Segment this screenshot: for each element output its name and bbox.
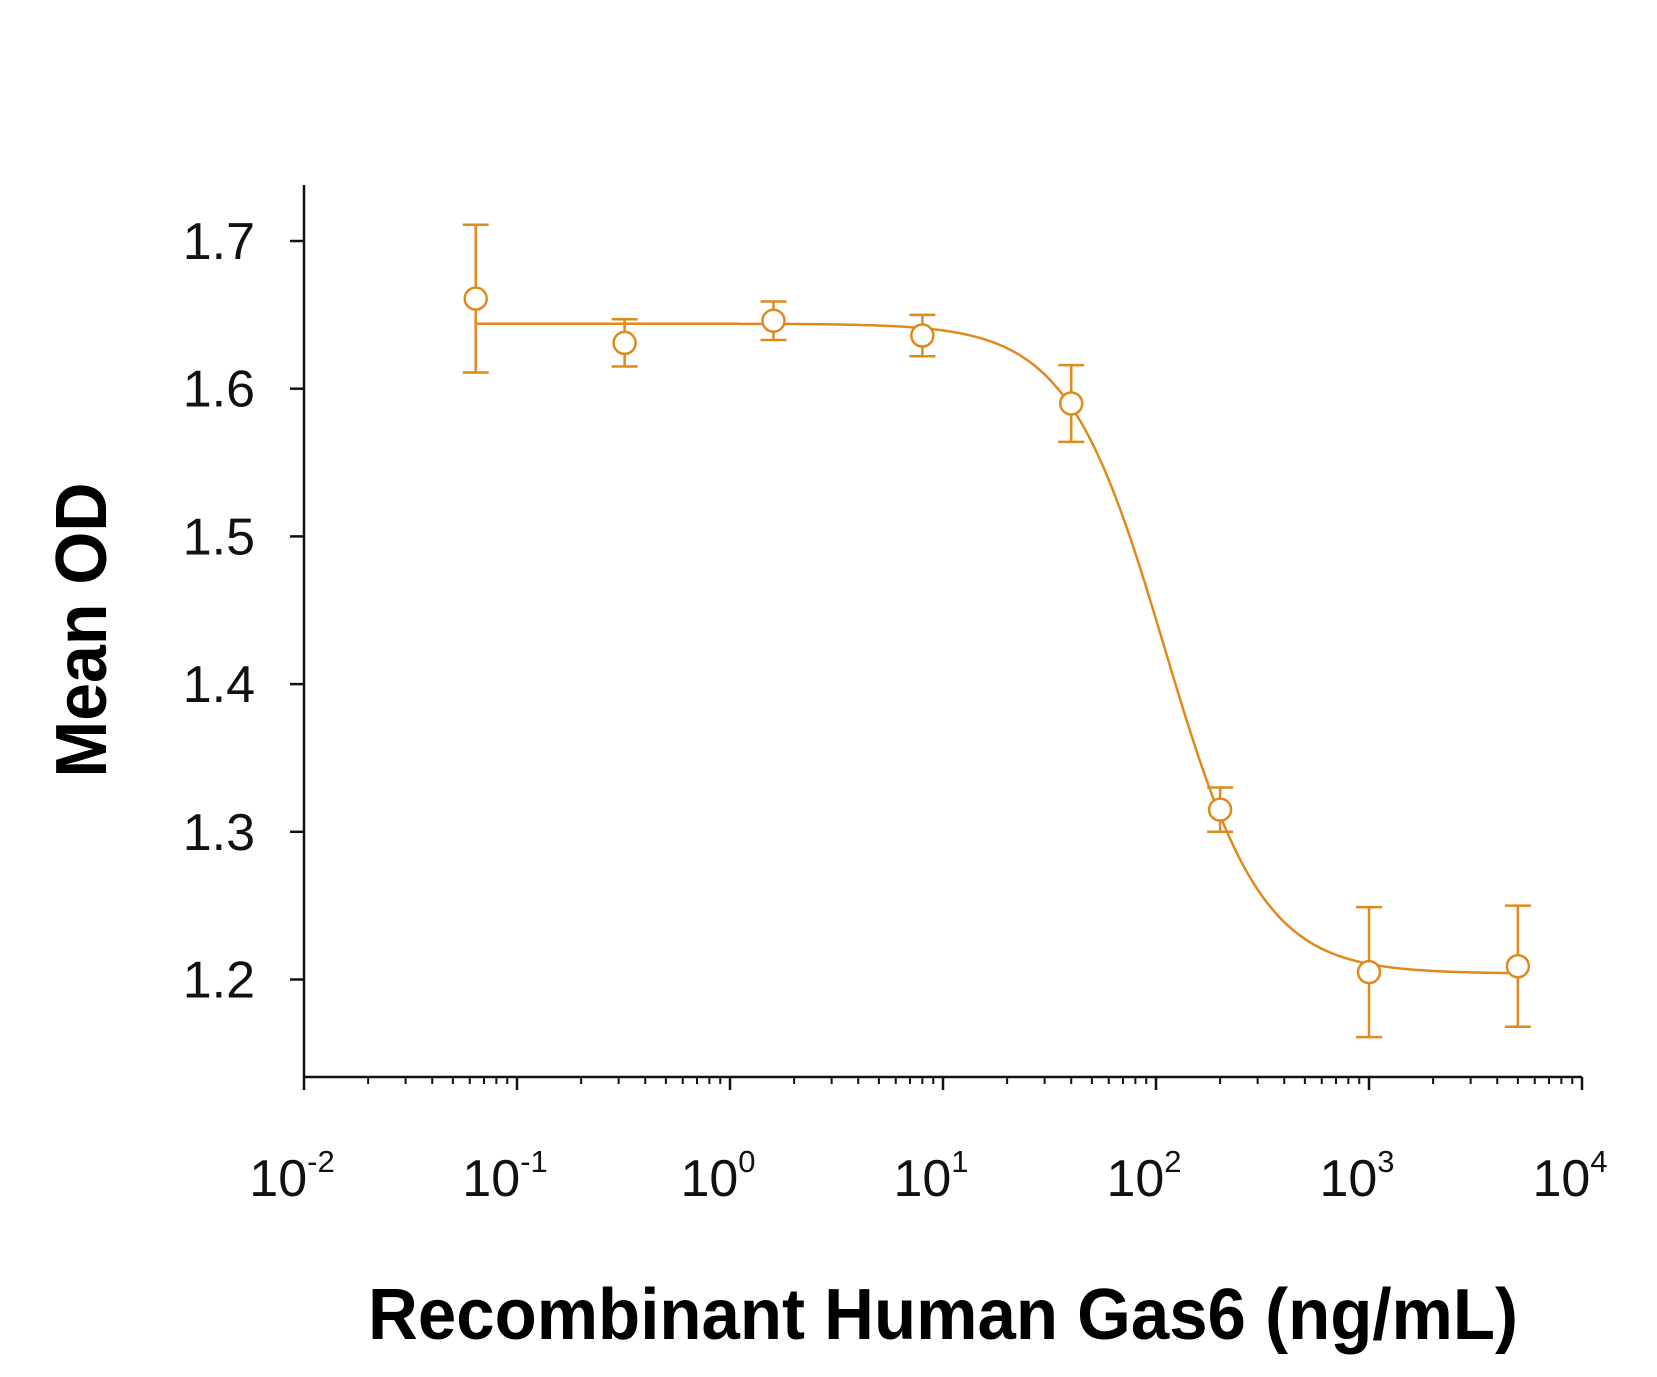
y-tick-label: 1.6	[183, 361, 255, 419]
x-tick-label: 100	[680, 1144, 755, 1208]
data-point	[1207, 786, 1234, 834]
point-marker	[463, 286, 488, 311]
y-axis-title: Mean OD	[42, 483, 122, 778]
point-marker	[1058, 391, 1084, 416]
point-marker	[1356, 959, 1382, 985]
data-points	[462, 223, 1531, 1039]
point-marker	[910, 323, 935, 348]
y-tick-label: 1.2	[183, 952, 255, 1010]
y-tick-label: 1.4	[183, 656, 255, 714]
data-point	[909, 313, 936, 358]
y-axis-ticks	[290, 239, 304, 981]
data-point	[1504, 904, 1531, 1029]
data-point	[760, 300, 787, 342]
x-tick-label: 103	[1319, 1144, 1394, 1208]
point-marker	[761, 308, 786, 334]
x-axis-tick-labels: 10-2 10-1 100 101 102 103 104	[249, 1144, 1607, 1208]
point-marker	[1505, 953, 1531, 979]
y-axis-tick-labels: 1.2 1.3 1.4 1.5 1.6 1.7	[183, 213, 255, 1010]
x-tick-label: 101	[893, 1144, 968, 1208]
data-point	[611, 318, 638, 368]
y-tick-label: 1.3	[183, 804, 255, 862]
data-point	[1356, 905, 1382, 1039]
x-axis-ticks	[302, 1077, 1584, 1090]
point-marker	[1207, 797, 1233, 822]
point-marker	[612, 330, 637, 356]
x-axis-title: Recombinant Human Gas6 (ng/mL)	[368, 1275, 1518, 1355]
y-tick-label: 1.5	[183, 508, 255, 566]
y-tick-label: 1.7	[183, 213, 255, 271]
fit-curve	[475, 322, 1518, 975]
x-tick-label: 10-1	[462, 1144, 547, 1208]
data-point	[462, 223, 489, 374]
x-tick-label: 10-2	[249, 1144, 334, 1208]
x-tick-label: 104	[1532, 1144, 1607, 1208]
data-point	[1058, 363, 1085, 444]
x-tick-label: 102	[1106, 1144, 1181, 1208]
